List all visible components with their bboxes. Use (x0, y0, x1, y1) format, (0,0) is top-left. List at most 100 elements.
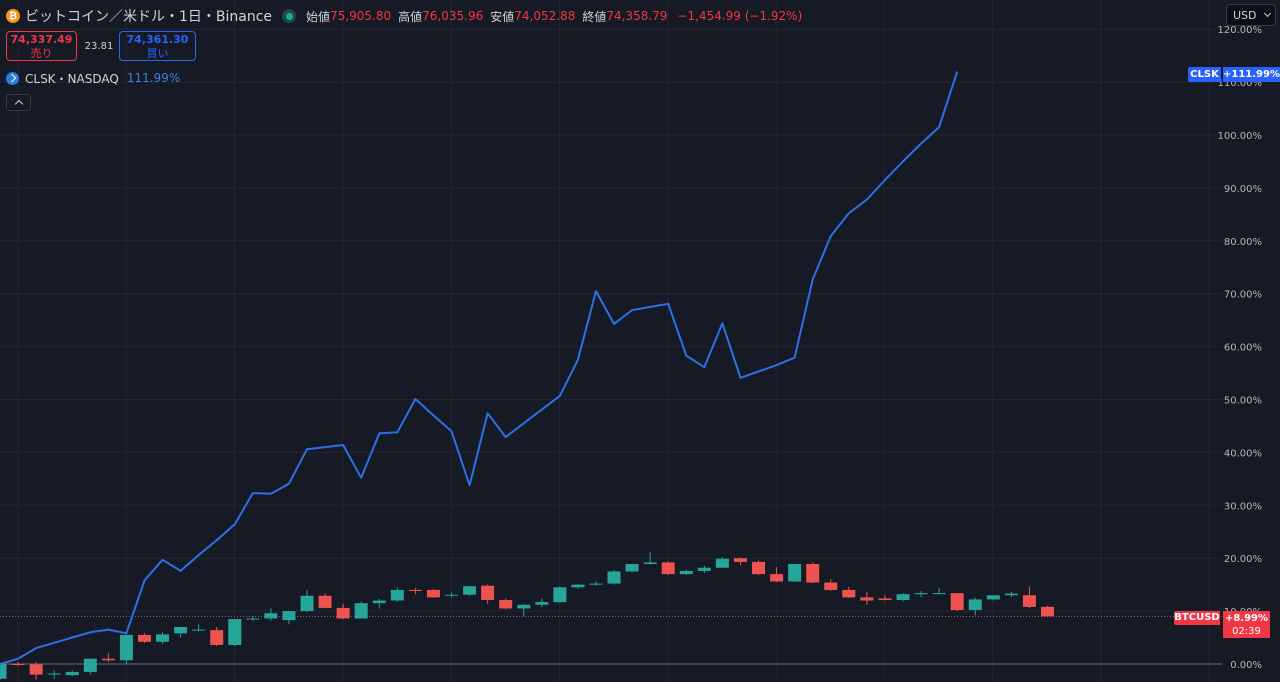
bitcoin-icon: ₿ (6, 9, 20, 23)
compare-symbol-value: 111.99% (126, 71, 181, 85)
y-tick-label: 0.00% (1230, 660, 1262, 671)
y-tick-label: 70.00% (1224, 290, 1262, 301)
candle-body (408, 589, 422, 591)
candle-body (715, 558, 729, 568)
candle-body (914, 593, 928, 595)
high-value: 76,035.96 (422, 9, 484, 23)
candle-body (697, 567, 711, 571)
candle-body (733, 558, 747, 562)
chevron-up-icon (14, 99, 23, 109)
candle-body (860, 597, 874, 601)
currency-select[interactable]: USD (1226, 4, 1276, 26)
candle-body (65, 671, 79, 676)
candle-body (300, 595, 314, 612)
candle-body (445, 594, 458, 596)
candle-body (264, 613, 278, 619)
buy-label: 買い (146, 47, 169, 60)
change-value: −1,454.99 (−1.92%) (677, 9, 803, 23)
compare-legend[interactable]: CLSK・NASDAQ 111.99% (6, 70, 180, 86)
candle-body (390, 589, 404, 601)
candle-body (824, 582, 838, 590)
y-tick-label: 30.00% (1224, 501, 1262, 512)
candle-body (842, 589, 856, 598)
candle-body (372, 600, 386, 604)
candle-body (788, 564, 802, 582)
candle-body (752, 561, 766, 575)
candle-body (499, 599, 513, 609)
buy-button[interactable]: 74,361.30 買い (119, 31, 196, 61)
candle-body (192, 629, 206, 631)
collapse-legend-button[interactable] (6, 94, 31, 111)
candle-body (770, 574, 784, 582)
sell-price: 74,337.49 (10, 33, 73, 46)
candle-body (426, 589, 440, 598)
y-tick-label: 60.00% (1224, 343, 1262, 354)
sell-button[interactable]: 74,337.49 売り (6, 31, 77, 61)
close-label: 終値 (582, 9, 607, 24)
candle-body (607, 571, 621, 584)
candle-body (29, 664, 43, 675)
y-tick-label: 110.00% (1218, 78, 1263, 89)
candle-body (336, 607, 350, 619)
candle-body (282, 611, 296, 621)
candle-body (354, 603, 368, 619)
btc-candles (0, 551, 1054, 680)
chevron-down-icon (1263, 9, 1272, 18)
candle-body (950, 593, 964, 611)
y-tick-label: 80.00% (1224, 237, 1262, 248)
candle-body (643, 562, 657, 565)
clsk-axis-tag-value: +111.99% (1223, 67, 1280, 82)
btc-axis-tag-value: +8.99% 02:39 (1223, 611, 1270, 638)
candle-body (318, 595, 332, 608)
candle-body (896, 594, 910, 600)
candle-body (679, 570, 693, 575)
candle-body (11, 664, 25, 665)
candle-body (137, 634, 151, 642)
compare-symbol-name: CLSK・NASDAQ (25, 71, 119, 86)
spread-value: 23.81 (84, 41, 114, 52)
high-label: 高値 (398, 9, 423, 24)
candle-body (119, 634, 133, 661)
candle-body (625, 564, 639, 572)
currency-value: USD (1233, 8, 1257, 22)
y-tick-label: 40.00% (1224, 448, 1262, 459)
candle-body (463, 586, 477, 595)
candle-body (246, 618, 260, 620)
candle-body (571, 584, 585, 588)
clsk-line-series (0, 71, 959, 665)
market-open-dot-icon (282, 9, 297, 23)
close-value: 74,358.79 (606, 9, 668, 23)
candle-body (986, 595, 1000, 600)
symbol-legend: ₿ ビットコイン／米ドル・1日・Binance 始値 75,905.80 高値 76… (6, 6, 802, 26)
candle-body (210, 630, 224, 645)
candle-body (481, 585, 495, 600)
candle-body (156, 634, 170, 642)
buy-price: 74,361.30 (126, 33, 189, 46)
candle-body (47, 673, 61, 675)
btc-axis-tag-name: BTCUSD (1174, 611, 1220, 625)
candle-body (535, 602, 549, 605)
candle-body (0, 664, 7, 679)
symbol-title[interactable]: ビットコイン／米ドル・1日・Binance (25, 9, 273, 25)
low-label: 安値 (490, 9, 515, 24)
y-tick-label: 100.00% (1218, 131, 1263, 142)
y-tick-label: 90.00% (1224, 184, 1262, 195)
candle-body (968, 599, 982, 611)
candle-body (101, 658, 115, 661)
btc-axis-tag-percent: +8.99% (1224, 613, 1269, 624)
y-tick-label: 50.00% (1224, 396, 1262, 407)
candle-body (1004, 593, 1018, 596)
candle-body (1022, 595, 1036, 607)
clsk-axis-tag-name: CLSK (1188, 67, 1221, 82)
clsk-line (0, 71, 959, 665)
candle-body (932, 593, 946, 595)
price-axis[interactable]: 0.00%10.00%20.00%30.00%40.00%50.00%60.00… (1218, 25, 1263, 671)
sell-label: 売り (30, 47, 53, 60)
open-label: 始値 (306, 9, 331, 24)
low-value: 74,052.88 (514, 9, 576, 23)
candle-body (517, 604, 531, 609)
candle-body (878, 598, 892, 600)
candle-body (1040, 606, 1054, 617)
candle-body (174, 626, 188, 634)
